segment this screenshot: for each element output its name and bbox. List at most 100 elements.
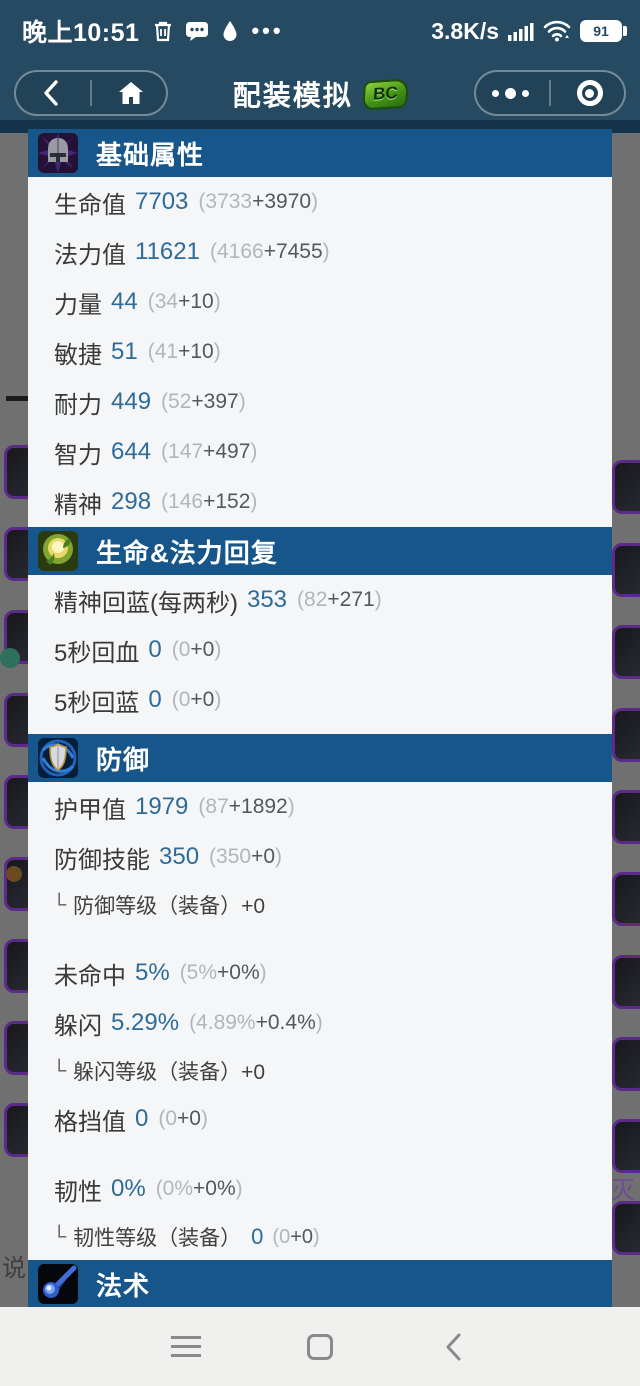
more-menu-button[interactable] (480, 87, 540, 99)
stat-label: 躲闪等级（装备）+0 (73, 1061, 266, 1084)
stat-row: 生命值 7703 (3733+3970) (28, 177, 612, 227)
stat-label: 法力值 (54, 241, 126, 269)
stat-breakdown: (0%+0%) (155, 1177, 243, 1200)
dimmed-item-slot (612, 955, 640, 1009)
stat-row: 智力 644 (147+497) (28, 427, 612, 477)
battery-percent: 91 (593, 23, 609, 39)
stat-label: 耐力 (54, 391, 102, 419)
app-header: 晚上10:51 ••• 3.8K/s (0, 0, 640, 120)
stat-row: 5秒回蓝 0 (0+0) (28, 675, 612, 725)
stat-value: 5% (135, 959, 170, 986)
section-header: 法术 (28, 1260, 612, 1308)
section-header: 基础属性 (28, 129, 612, 177)
stat-label: 未命中 (54, 962, 126, 990)
system-nav-bar (0, 1307, 640, 1386)
section-title: 生命&法力回复 (96, 537, 278, 568)
stat-value: 350 (159, 843, 200, 870)
back-button[interactable] (21, 80, 81, 106)
section-title: 基础属性 (96, 139, 205, 170)
dimmed-left-text: 说 (2, 1255, 26, 1282)
stat-sub-row: └ 躲闪等级（装备）+0 (28, 1048, 612, 1094)
section-title: 防御 (96, 744, 151, 775)
stat-breakdown: (5%+0%) (179, 961, 267, 984)
stat-row: 耐力 449 (52+397) (28, 377, 612, 427)
dimmed-gem-icon (0, 648, 20, 668)
stat-row: 力量 44 (34+10) (28, 277, 612, 327)
home-square-icon (307, 1333, 333, 1360)
home-nav-button[interactable] (280, 1307, 360, 1386)
more-notifications-icon: ••• (251, 18, 284, 43)
stat-label: 5秒回血 (54, 639, 140, 667)
dimmed-item-slot (612, 625, 640, 679)
stat-breakdown: (4166+7455) (209, 240, 330, 263)
dimmed-gem-icon (6, 866, 22, 882)
helmet-icon (38, 133, 78, 173)
stat-breakdown: (0+0) (158, 1107, 208, 1130)
drop-icon (223, 21, 237, 41)
recents-button[interactable] (146, 1307, 226, 1386)
stat-value: 51 (111, 338, 138, 365)
stats-panel: 基础属性生命值 7703 (3733+3970) 法力值 11621 (4166+7455… (28, 129, 612, 1308)
stat-value: 353 (246, 586, 288, 613)
status-bar: 晚上10:51 ••• 3.8K/s (0, 0, 640, 56)
trash-icon (155, 21, 172, 42)
section-rows: 护甲值 1979 (87+1892) 防御技能 350 (350+0) └ 防御等级（装备）+… (28, 782, 612, 1260)
stat-value: 644 (111, 438, 152, 465)
spell-icon (38, 1264, 78, 1304)
back-nav-button[interactable] (413, 1307, 493, 1386)
stat-label: 防御技能 (54, 846, 150, 874)
stat-breakdown: (34+10) (147, 290, 221, 313)
stat-row: 精神回蓝(每两秒) 353 (82+271) (28, 575, 612, 625)
stat-label: 韧性 (54, 1178, 102, 1206)
stat-breakdown: (0+0) (171, 688, 222, 711)
stat-value: 0 (148, 686, 162, 713)
home-icon (119, 82, 144, 104)
stat-row: 护甲值 1979 (87+1892) (28, 782, 612, 832)
dimmed-item-slot (612, 708, 640, 762)
stat-breakdown: (4.89%+0.4%) (189, 1011, 323, 1034)
section-title: 法术 (96, 1270, 151, 1301)
stat-label: 智力 (54, 441, 102, 469)
stat-breakdown: (147+497) (161, 440, 258, 463)
tree-branch-icon: └ (52, 893, 67, 916)
stat-breakdown: (87+1892) (198, 795, 295, 818)
stat-value: 0% (111, 1175, 146, 1202)
stat-label: 防御等级（装备）+0 (73, 895, 266, 918)
stat-breakdown: (41+10) (147, 340, 221, 363)
recents-icon (171, 1330, 201, 1363)
stat-value: 1979 (135, 793, 189, 820)
dimmed-item-slot (612, 460, 640, 514)
stat-breakdown: (82+271) (297, 588, 382, 611)
stat-breakdown: (146+152) (161, 490, 258, 513)
stat-value: 449 (111, 388, 152, 415)
stat-row: 5秒回血 0 (0+0) (28, 625, 612, 675)
chevron-left-icon (43, 80, 58, 106)
stat-value: 7703 (135, 188, 189, 215)
stat-row: 未命中 5% (5%+0%) (28, 948, 612, 998)
stat-label: 精神回蓝(每两秒) (54, 589, 238, 617)
circle-dot-icon (576, 80, 603, 106)
regen-icon (38, 531, 78, 571)
section-header: 防御 (28, 734, 612, 782)
stat-value: 0 (148, 636, 162, 663)
stat-value: 0 (251, 1224, 264, 1249)
dimmed-item-slot (612, 790, 640, 844)
exit-miniprogram-button[interactable] (560, 80, 620, 106)
stat-row: 精神 298 (146+152) (28, 477, 612, 527)
section-rows: 生命值 7703 (3733+3970) 法力值 11621 (4166+7455) 力量 4… (28, 177, 612, 527)
notification-icons: ••• (153, 18, 283, 44)
network-speed: 3.8K/s (431, 17, 499, 44)
stat-label: 躲闪 (54, 1012, 102, 1040)
stat-label: 格挡值 (54, 1108, 126, 1136)
three-dots-icon (491, 87, 529, 99)
tree-branch-icon: └ (52, 1059, 67, 1082)
battery-icon: 91 (580, 20, 627, 42)
clock: 晚上10:51 (22, 19, 140, 47)
section-rows: 精神回蓝(每两秒) 353 (82+271) 5秒回血 0 (0+0) 5秒回蓝 0 (0+0) (28, 575, 612, 734)
status-right: 3.8K/s 91 (431, 17, 627, 45)
stat-row: 法力值 11621 (4166+7455) (28, 227, 612, 277)
home-button[interactable] (101, 81, 161, 105)
dimmed-item-slot (612, 872, 640, 926)
nav-capsule-left (14, 70, 168, 116)
